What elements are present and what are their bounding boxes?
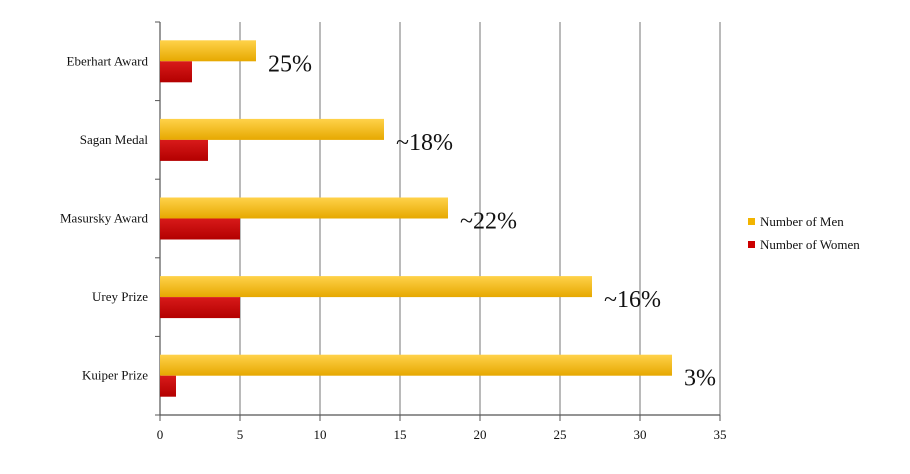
category-label: Eberhart Award bbox=[67, 53, 149, 68]
bar-men bbox=[160, 276, 592, 298]
x-tick-label: 20 bbox=[474, 427, 487, 442]
percentage-annotation: ~22% bbox=[460, 209, 517, 235]
x-tick-label: 5 bbox=[237, 427, 244, 442]
legend: Number of Men Number of Women bbox=[748, 214, 860, 252]
x-tick-label: 35 bbox=[714, 427, 727, 442]
labels: 0 5 10 15 20 25 30 35 Eberhart Award 25% Sagan Med… bbox=[60, 51, 727, 442]
x-tick-label: 25 bbox=[554, 427, 567, 442]
percentage-annotation: 25% bbox=[268, 51, 312, 77]
legend-label: Number of Men bbox=[760, 214, 844, 229]
percentage-annotation: ~18% bbox=[396, 130, 453, 156]
percentage-annotation: ~16% bbox=[604, 287, 661, 313]
category-label: Sagan Medal bbox=[80, 132, 149, 147]
x-tick-label: 30 bbox=[634, 427, 647, 442]
x-tick-label: 15 bbox=[394, 427, 407, 442]
bar-women bbox=[160, 218, 240, 240]
bar-men bbox=[160, 354, 672, 376]
legend-swatch bbox=[748, 218, 755, 225]
category-label: Kuiper Prize bbox=[82, 368, 148, 383]
category-label: Urey Prize bbox=[92, 289, 148, 304]
category-label: Masursky Award bbox=[60, 211, 148, 226]
bar-women bbox=[160, 375, 176, 397]
bar-women bbox=[160, 139, 208, 161]
bar-men bbox=[160, 118, 384, 140]
legend-swatch bbox=[748, 241, 755, 248]
bar-men bbox=[160, 197, 448, 219]
bar-men bbox=[160, 40, 256, 62]
percentage-annotation: 3% bbox=[684, 366, 716, 392]
bars bbox=[160, 40, 672, 397]
bar-women bbox=[160, 297, 240, 319]
x-tick-label: 0 bbox=[157, 427, 164, 442]
legend-label: Number of Women bbox=[760, 237, 860, 252]
bar-women bbox=[160, 61, 192, 83]
x-tick-label: 10 bbox=[314, 427, 327, 442]
